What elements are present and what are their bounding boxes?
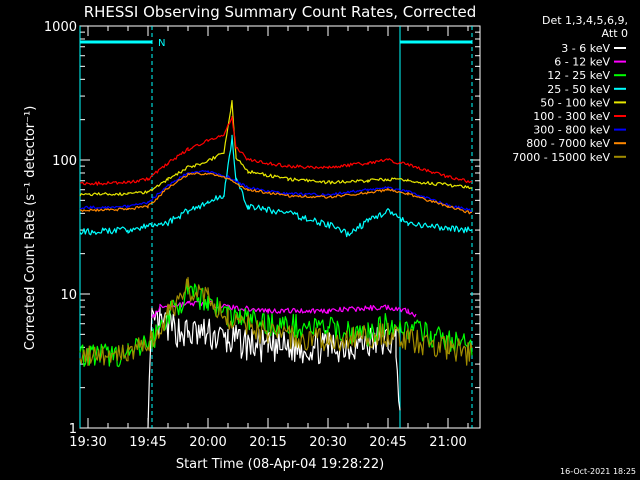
x-tick-label: 19:45 (129, 435, 166, 450)
x-tick-label: 20:00 (189, 435, 226, 450)
legend-entry-label: 50 - 100 keV (540, 96, 610, 109)
series-line-1 (151, 300, 417, 319)
legend-entry-label: 7000 - 15000 keV (512, 151, 610, 164)
series-line-2 (79, 282, 473, 368)
legend-entry-label: 25 - 50 keV (547, 83, 610, 96)
y-tick-label: 10 (60, 288, 77, 303)
y-tick-label: 1 (69, 422, 77, 437)
series-line-3 (79, 134, 473, 238)
y-axis-label: Corrected Count Rate (s⁻¹ detector⁻¹) (23, 106, 38, 351)
legend-entry-label: 800 - 7000 keV (526, 137, 610, 150)
x-tick-label: 20:30 (309, 435, 346, 450)
legend-entry-label: 300 - 800 keV (533, 124, 610, 137)
y-tick-label: 100 (52, 154, 77, 169)
y-tick-label: 1000 (44, 20, 77, 35)
legend-header: Att 0 (602, 27, 628, 40)
legend-entry-label: 100 - 300 keV (533, 110, 610, 123)
series-line-4 (79, 99, 473, 197)
x-axis-label: Start Time (08-Apr-04 19:28:22) (176, 457, 384, 472)
night-marker-label: N (158, 38, 165, 49)
timestamp-label: 16-Oct-2021 18:25 (560, 467, 636, 476)
series-line-7 (80, 172, 473, 215)
x-tick-label: 19:30 (69, 435, 106, 450)
x-tick-label: 20:15 (249, 435, 286, 450)
x-tick-label: 20:45 (369, 435, 406, 450)
legend-header: Det 1,3,4,5,6,9, (542, 14, 628, 27)
legend-entry-label: 3 - 6 keV (561, 42, 610, 55)
series-line-8 (79, 276, 473, 366)
series-line-5 (79, 115, 473, 186)
x-tick-label: 21:00 (429, 435, 466, 450)
legend-entry-label: 6 - 12 keV (554, 56, 610, 69)
series-line-6 (79, 170, 473, 212)
legend-entry-label: 12 - 25 keV (547, 69, 610, 82)
chart-title: RHESSI Observing Summary Count Rates, Co… (84, 3, 477, 21)
plot-area: 1 10 100 1000 19:30 19:45 20:00 20:15 20:30 20:45… (44, 20, 481, 450)
